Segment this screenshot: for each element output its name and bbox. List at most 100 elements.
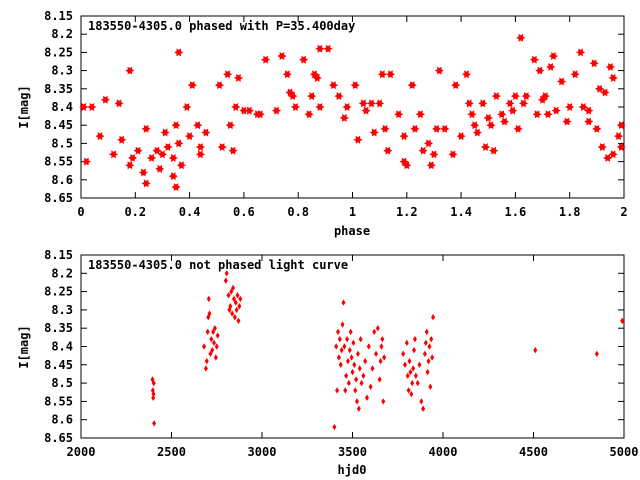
unphased-data-point <box>212 339 217 347</box>
phased-data-point <box>608 150 618 159</box>
phased-data-point <box>589 59 599 68</box>
phased-data-point <box>353 135 363 144</box>
phased-data-point <box>605 62 615 71</box>
phased-data-point <box>535 66 545 75</box>
phased-data-point <box>299 55 309 64</box>
phased-data-point <box>472 128 482 137</box>
phased-y-tick-label: 8.35 <box>44 82 73 96</box>
phased-data-point <box>603 154 613 162</box>
unphased-data-point <box>202 343 207 350</box>
phased-data-point <box>128 153 138 162</box>
phased-data-point <box>548 52 558 61</box>
unphased-data-point <box>343 387 348 394</box>
unphased-data-point <box>234 306 239 314</box>
unphased-data-point <box>422 350 427 358</box>
unphased-y-tick-label: 8.65 <box>44 431 73 445</box>
unphased-x-tick-label: 2500 <box>157 445 186 459</box>
phased-data-point <box>575 48 586 57</box>
unphased-data-point <box>411 365 416 372</box>
unphased-data-point <box>336 328 341 336</box>
phased-data-point <box>489 146 499 155</box>
unphased-data-point <box>230 310 235 317</box>
phased-data-point <box>261 55 271 64</box>
unphased-data-point <box>214 343 219 350</box>
phased-data-point <box>451 81 461 90</box>
phased-data-point <box>187 81 197 90</box>
unphased-data-point <box>152 420 157 427</box>
phased-data-point <box>551 106 561 115</box>
unphased-data-point <box>346 379 351 387</box>
unphased-data-point <box>431 314 436 321</box>
unphased-data-point <box>361 372 366 379</box>
phased-data-point <box>440 124 450 133</box>
unphased-x-axis-label: hjd0 <box>338 463 367 477</box>
phased-data-point <box>570 70 580 79</box>
phased-x-tick-label: 1.2 <box>396 205 418 219</box>
unphased-data-point <box>339 346 344 354</box>
phased-data-point <box>81 157 92 166</box>
unphased-data-point <box>419 398 424 405</box>
unphased-data-point <box>408 368 413 376</box>
unphased-data-point <box>620 317 625 325</box>
phased-data-point <box>315 103 325 111</box>
phased-data-point <box>600 88 610 97</box>
phased-data-point <box>505 99 515 108</box>
unphased-data-point <box>359 379 364 387</box>
phased-data-point <box>152 146 162 155</box>
unphased-data-point <box>223 277 228 284</box>
phased-data-point <box>383 146 393 155</box>
unphased-data-point <box>229 288 234 295</box>
phased-data-point <box>100 95 111 104</box>
unphased-data-point <box>236 317 241 325</box>
phased-data-point <box>147 154 157 162</box>
phased-data-point <box>163 143 173 152</box>
phased-data-point <box>141 124 151 133</box>
unphased-data-point <box>237 303 242 310</box>
unphased-data-point <box>345 357 350 365</box>
phased-x-axis-label: phase <box>334 224 370 238</box>
unphased-data-point <box>351 339 356 347</box>
phased-data-point <box>418 146 428 155</box>
unphased-x-tick-label: 4500 <box>519 445 548 459</box>
phased-data-point <box>290 103 301 111</box>
phased-data-point <box>426 161 436 170</box>
phased-data-point <box>540 92 550 101</box>
unphased-data-point <box>412 346 417 354</box>
phased-y-tick-label: 8.4 <box>51 100 73 114</box>
phased-axis-ticks: 0 0.2 0.4 0.6 0.8 1 1.2 1.4 1.6 1.8 2 8.15 8.2 8.25 8.… <box>44 9 628 219</box>
unphased-data-point <box>430 354 435 361</box>
phased-x-tick-label: 2 <box>620 205 627 219</box>
unphased-data-point <box>357 365 362 372</box>
phased-data-point <box>157 150 168 159</box>
phased-data-point <box>521 92 531 101</box>
unphased-data-point <box>204 357 209 365</box>
phased-data-point <box>109 150 119 159</box>
unphased-y-axis-label: I[mag] <box>17 325 31 368</box>
unphased-data-point <box>425 368 430 376</box>
phased-data-point <box>225 121 235 130</box>
unphased-y-tick-label: 8.45 <box>44 358 73 372</box>
unphased-data-point <box>423 339 428 347</box>
phased-data-point <box>228 146 238 155</box>
phased-data-point <box>168 172 178 181</box>
unphased-chart-title: 183550-4305.0 not phased light curve <box>88 258 348 272</box>
phased-x-tick-label: 1.6 <box>505 205 527 219</box>
phased-data-point <box>304 110 314 119</box>
phased-data-point <box>529 55 539 64</box>
unphased-data-point <box>206 295 211 303</box>
unphased-data-point <box>334 343 339 350</box>
phased-data-point <box>217 143 227 152</box>
unphased-data-point <box>226 292 231 299</box>
unphased-data-point <box>212 325 217 332</box>
phased-data-point <box>508 106 518 115</box>
phased-data-point <box>231 103 241 111</box>
unphased-data-point <box>377 376 382 383</box>
unphased-y-tick-label: 8.5 <box>51 376 73 390</box>
unphased-data-point <box>224 270 229 277</box>
unphased-data-point <box>401 350 406 358</box>
phased-data-point <box>95 132 105 141</box>
phased-data-point <box>174 48 184 57</box>
unphased-data-point <box>428 383 433 390</box>
phased-x-tick-label: 0.4 <box>179 205 201 219</box>
phased-data-point <box>613 132 624 141</box>
